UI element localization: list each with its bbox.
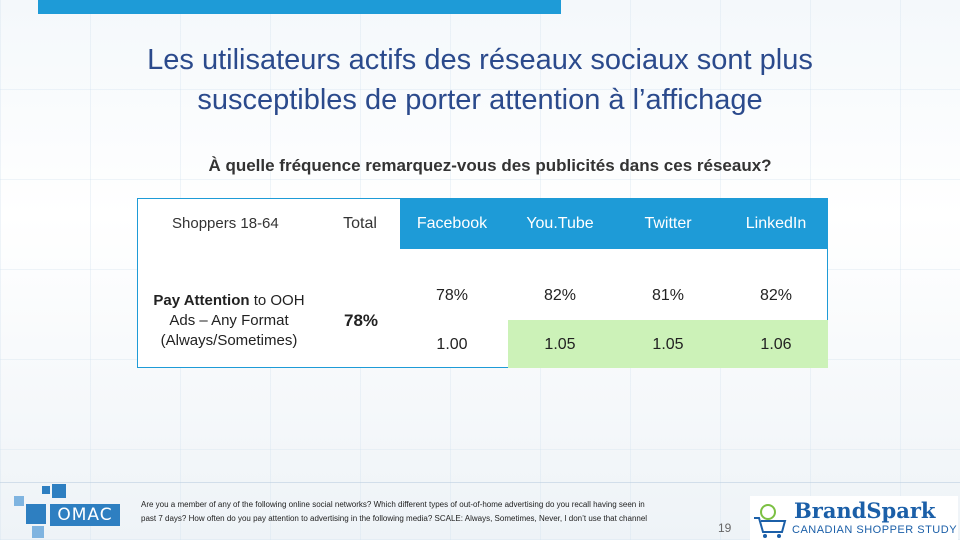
total-value: 78%: [343, 311, 379, 330]
page-number: 19: [718, 521, 732, 535]
brandspark-subtitle: CANADIAN SHOPPER STUDY: [792, 524, 958, 536]
header-shoppers: Shoppers 18-64: [172, 215, 279, 232]
index-linkedin: 1.06: [760, 336, 792, 353]
omac-logo: OMAC: [12, 484, 124, 540]
logo-square: [26, 504, 46, 524]
header-twitter: Twitter: [644, 215, 692, 232]
header-blue-area: [400, 199, 828, 249]
title-line-2: susceptibles de porter attention à l’aff…: [197, 84, 763, 116]
footnote-line-2: past 7 days? How often do you pay attent…: [141, 514, 648, 523]
top-accent-bar: [38, 0, 561, 14]
index-youtube: 1.05: [544, 336, 576, 353]
slide-title: Les utilisateurs actifs des réseaux soci…: [60, 40, 900, 120]
shopping-cart-icon: [754, 504, 787, 538]
index-twitter: 1.05: [652, 336, 684, 353]
header-left-area: [138, 199, 400, 249]
omac-logo-text: OMAC: [50, 504, 120, 526]
pct-twitter: 81%: [651, 287, 685, 304]
pct-youtube: 82%: [543, 287, 577, 304]
logo-square: [42, 486, 50, 494]
brandspark-logo: BrandSpark CANADIAN SHOPPER STUDY: [750, 496, 958, 540]
survey-question: À quelle fréquence remarquez-vous des pu…: [208, 156, 772, 175]
footnote-line-1: Are you a member of any of the following…: [141, 500, 645, 509]
logo-square: [52, 484, 66, 498]
index-facebook: 1.00: [436, 336, 468, 353]
header-youtube: You.Tube: [526, 215, 594, 232]
footer-divider: [0, 482, 960, 483]
footnote: Are you a member of any of the following…: [141, 498, 731, 526]
row-label-line2: Ads – Any Format: [169, 312, 289, 329]
header-total: Total: [343, 215, 377, 232]
row-label-bold: Pay Attention: [153, 292, 250, 309]
logo-square: [14, 496, 24, 506]
row-label: Pay Attention to OOH Ads – Any Format (A…: [138, 291, 320, 351]
results-table: Shoppers 18-64 Total Facebook You.Tube T…: [137, 198, 828, 368]
title-line-1: Les utilisateurs actifs des réseaux soci…: [147, 44, 813, 76]
row-label-rest: to OOH: [249, 292, 305, 309]
row-label-line3: (Always/Sometimes): [160, 332, 298, 349]
header-linkedin: LinkedIn: [745, 215, 807, 232]
logo-square: [32, 526, 44, 538]
brandspark-name: BrandSpark: [794, 498, 936, 523]
index-highlight: [508, 320, 828, 368]
pct-linkedin: 82%: [759, 287, 793, 304]
header-facebook: Facebook: [416, 215, 488, 232]
pct-facebook: 78%: [435, 287, 469, 304]
